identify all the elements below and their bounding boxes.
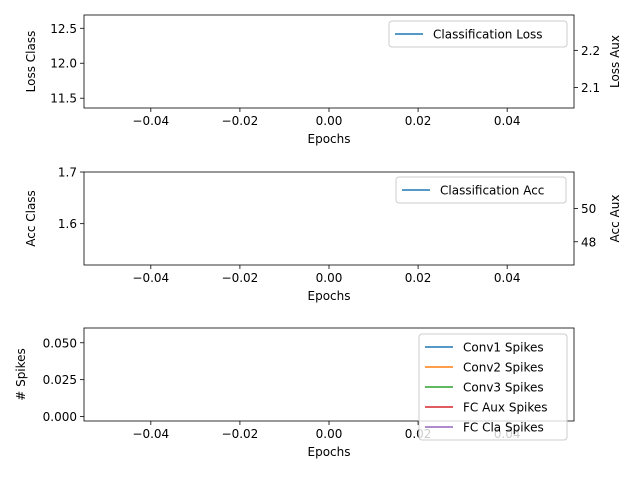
y-right-tick-label: 2.1: [581, 81, 600, 95]
y-tick-label: 0.050: [43, 336, 77, 350]
y-tick-label: 11.5: [50, 92, 77, 106]
legend-label: Classification Loss: [433, 28, 543, 42]
legend: Classification Loss: [388, 20, 568, 48]
subplot-3: −0.04−0.020.000.020.040.0000.0250.050Epo…: [14, 327, 575, 459]
x-axis-label: Epochs: [308, 132, 351, 146]
x-tick-label: −0.04: [132, 271, 169, 285]
y-axis-label: Acc Class: [24, 190, 38, 247]
subplot-1: −0.04 −0.02 0.00 0.02 0.04 11.5 12.0 12.5 2.1 2.2…: [24, 14, 622, 146]
y-axis-label: Loss Class: [24, 31, 38, 93]
legend-box: [388, 20, 568, 48]
y-tick-label: 1.6: [58, 217, 77, 231]
subplot-2: −0.04 −0.02 0.00 0.02 0.04 1.6 1.7 48 50 Epochs Ac…: [24, 166, 622, 304]
y-right-tick-label: 48: [581, 235, 596, 249]
y-right-axis-label: Acc Aux: [608, 195, 622, 243]
x-tick-label: 0.02: [405, 114, 432, 128]
x-axis-label: Epochs: [308, 289, 351, 303]
legend-box: [418, 333, 568, 441]
x-tick-label: 0.04: [494, 114, 521, 128]
y-right-axis-label: Loss Aux: [608, 35, 622, 88]
y-tick-label: 0.000: [43, 410, 77, 424]
legend-label: Conv1 Spikes: [463, 341, 544, 355]
legend: Conv1 Spikes Conv2 Spikes Conv3 Spikes FC A…: [418, 333, 568, 441]
legend-label: FC Aux Spikes: [463, 401, 548, 415]
y-right-tick-label: 50: [581, 202, 596, 216]
x-tick-label: 0.00: [316, 271, 343, 285]
y-tick-label: 12.0: [50, 57, 77, 71]
x-axis-label: Epochs: [308, 445, 351, 459]
x-tick-label: 0.04: [494, 271, 521, 285]
legend-label: FC Cla Spikes: [463, 421, 544, 435]
y-tick-label: 0.025: [43, 373, 77, 387]
x-tick-label: 0.00: [316, 114, 343, 128]
x-tick-label: 0.00: [316, 427, 343, 441]
x-tick-label: 0.02: [405, 271, 432, 285]
x-tick-label: −0.02: [222, 114, 259, 128]
legend-label: Conv3 Spikes: [463, 381, 544, 395]
x-tick-label: −0.02: [222, 427, 259, 441]
y-right-tick-label: 2.2: [581, 44, 600, 58]
legend-label: Classification Acc: [440, 184, 544, 198]
y-tick-label: 1.7: [58, 166, 77, 180]
legend-label: Conv2 Spikes: [463, 361, 544, 375]
x-tick-label: −0.04: [132, 427, 169, 441]
legend: Classification Acc: [395, 176, 567, 204]
legend-box: [395, 176, 567, 204]
y-tick-label: 12.5: [50, 22, 77, 36]
y-axis-label: # Spikes: [14, 348, 28, 401]
x-tick-label: −0.04: [132, 114, 169, 128]
x-tick-label: −0.02: [222, 271, 259, 285]
